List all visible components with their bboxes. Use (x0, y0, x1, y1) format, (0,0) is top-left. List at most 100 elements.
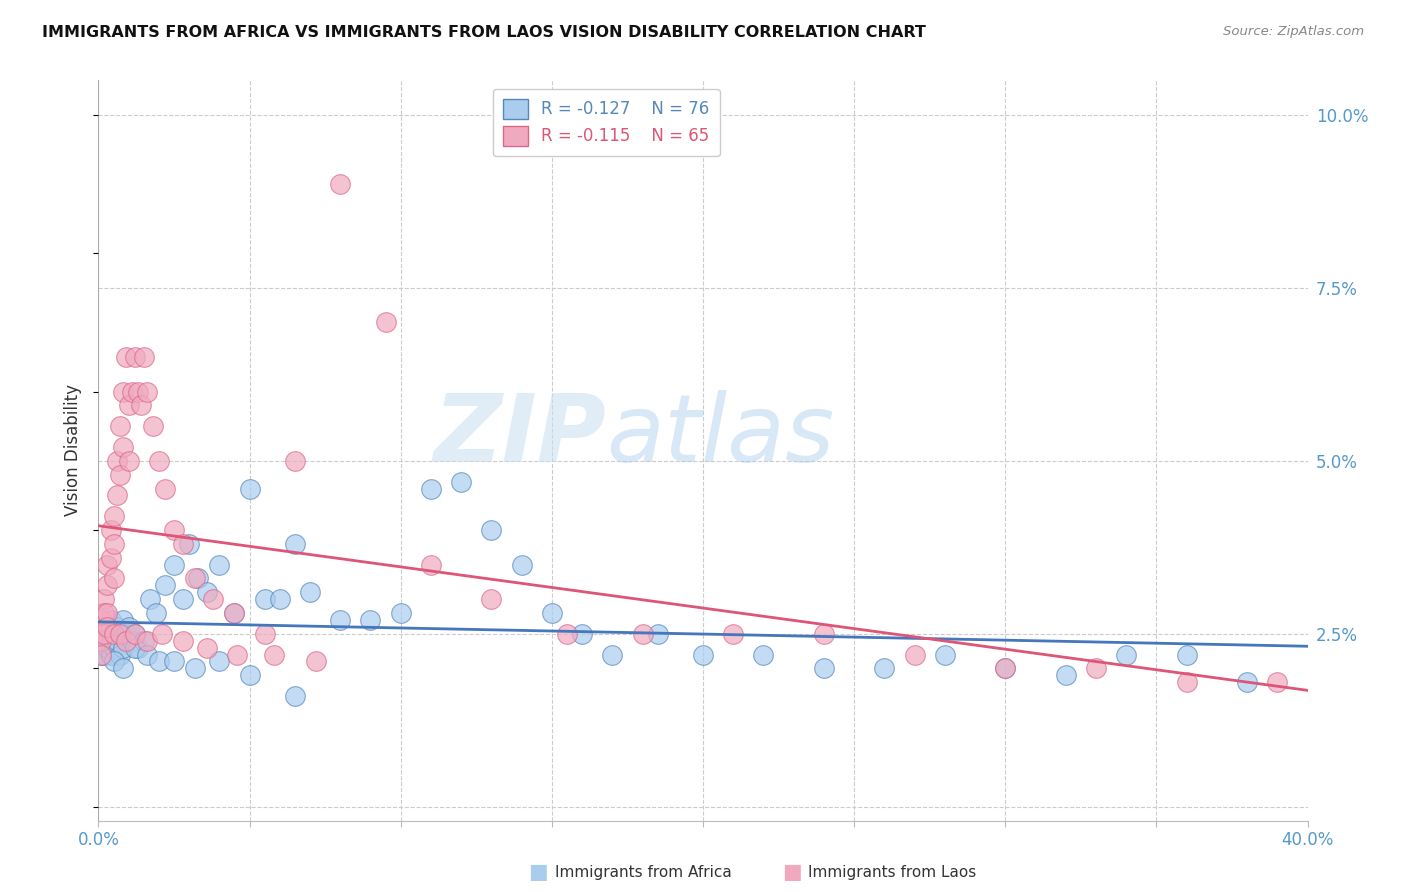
Point (108, 419, 131, 434)
Point (90, 633, 112, 648)
Point (263, 648, 285, 662)
Point (111, 440, 134, 454)
Point (142, 419, 165, 434)
Point (481, 592, 503, 607)
Point (127, 384, 149, 399)
Point (105, 488, 128, 502)
Point (135, 648, 157, 662)
Point (813, 661, 835, 675)
Point (90, 640, 112, 655)
Point (571, 627, 593, 641)
Point (153, 578, 176, 592)
Point (103, 627, 125, 641)
Point (135, 384, 157, 399)
Text: IMMIGRANTS FROM AFRICA VS IMMIGRANTS FROM LAOS VISION DISABILITY CORRELATION CHA: IMMIGRANTS FROM AFRICA VS IMMIGRANTS FRO… (42, 25, 927, 40)
Point (103, 640, 125, 655)
Point (148, 454, 170, 468)
Point (994, 661, 1017, 675)
Point (90, 627, 112, 641)
Point (284, 537, 307, 551)
Point (202, 592, 225, 607)
Point (172, 592, 194, 607)
Point (96, 578, 118, 592)
Point (692, 648, 714, 662)
Point (873, 661, 896, 675)
Point (121, 633, 143, 648)
Point (108, 627, 131, 641)
Point (163, 523, 186, 537)
Point (118, 620, 141, 634)
Point (195, 585, 218, 599)
Point (135, 633, 157, 648)
Point (96, 558, 118, 572)
Point (108, 467, 131, 482)
Point (813, 627, 835, 641)
Point (934, 648, 956, 662)
Point (124, 350, 146, 364)
Point (96, 620, 118, 634)
Point (103, 633, 125, 648)
Point (305, 655, 328, 669)
Point (284, 454, 307, 468)
Point (108, 627, 131, 641)
Text: Source: ZipAtlas.com: Source: ZipAtlas.com (1223, 25, 1364, 38)
Point (90, 627, 112, 641)
Point (299, 585, 322, 599)
Point (187, 572, 209, 586)
Point (90, 648, 112, 662)
Point (226, 648, 249, 662)
Point (1236, 675, 1258, 690)
Point (93, 633, 115, 648)
Point (90, 648, 112, 662)
Point (105, 633, 128, 648)
Point (93, 592, 115, 607)
Point (93, 640, 115, 655)
Legend: R = -0.127    N = 76, R = -0.115    N = 65: R = -0.127 N = 76, R = -0.115 N = 65 (494, 88, 720, 156)
Point (184, 572, 207, 586)
Point (224, 606, 246, 620)
Text: ■: ■ (782, 863, 801, 882)
Point (105, 454, 128, 468)
Point (647, 627, 669, 641)
Point (360, 613, 382, 627)
Point (481, 523, 503, 537)
Point (103, 655, 125, 669)
Point (184, 661, 207, 675)
Point (510, 558, 533, 572)
Point (118, 399, 141, 413)
Text: ■: ■ (529, 863, 548, 882)
Point (111, 661, 134, 675)
Point (239, 482, 262, 496)
Point (121, 384, 143, 399)
Point (105, 620, 128, 634)
Point (93, 627, 115, 641)
Point (139, 592, 162, 607)
Point (163, 558, 186, 572)
Point (127, 640, 149, 655)
Point (329, 613, 352, 627)
Point (145, 606, 167, 620)
Point (132, 633, 155, 648)
Point (208, 655, 231, 669)
Point (253, 592, 276, 607)
Point (100, 627, 122, 641)
Point (150, 627, 173, 641)
Point (374, 315, 396, 329)
Point (163, 655, 186, 669)
Point (100, 550, 122, 565)
Point (1085, 661, 1108, 675)
Point (124, 627, 146, 641)
Point (148, 655, 170, 669)
Point (118, 454, 141, 468)
Point (111, 613, 134, 627)
Point (450, 475, 472, 489)
Point (329, 177, 352, 191)
Point (904, 648, 927, 662)
Point (96, 620, 118, 634)
Point (540, 606, 562, 620)
Point (114, 627, 136, 641)
Point (1054, 668, 1077, 682)
Point (108, 648, 131, 662)
Point (752, 648, 775, 662)
Point (90, 633, 112, 648)
